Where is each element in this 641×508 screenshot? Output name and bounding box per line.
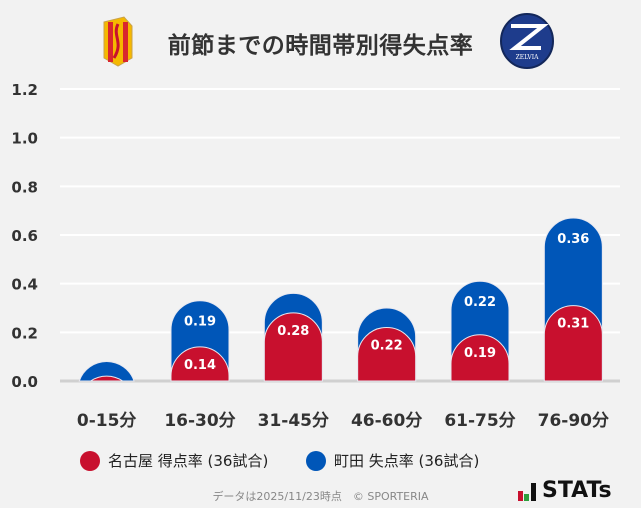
legend-item-machida: 町田 失点率 (36試合) xyxy=(306,450,479,471)
bar-nagoya-scored xyxy=(543,305,603,382)
data-label-nagoya: 0.28 xyxy=(277,324,309,339)
x-tick-label: 76-90分 xyxy=(538,411,609,431)
legend-swatch-blue xyxy=(306,450,326,471)
bar-machida-conceded xyxy=(78,361,135,382)
y-tick-label: 0.2 xyxy=(11,324,38,342)
data-label-nagoya: 0.31 xyxy=(557,317,589,332)
bar-nagoya-scored xyxy=(450,334,510,382)
data-label-nagoya: 0.19 xyxy=(464,346,496,361)
bar-nagoya-scored xyxy=(88,375,125,382)
data-label-machida: 0.19 xyxy=(184,315,216,330)
legend-label: 名古屋 得点率 (36試合) xyxy=(108,452,269,470)
stats-logo-text: STATs xyxy=(542,478,612,503)
data-label-nagoya: 0.14 xyxy=(184,358,216,373)
y-tick-label: 0.6 xyxy=(11,227,38,245)
data-label-machida: 0.36 xyxy=(557,232,589,247)
x-tick-label: 31-45分 xyxy=(258,411,329,431)
y-tick-label: 1.2 xyxy=(11,81,38,99)
y-tick-label: 0.0 xyxy=(11,373,38,391)
legend-label: 町田 失点率 (36試合) xyxy=(334,452,480,470)
x-tick-label: 16-30分 xyxy=(164,411,235,431)
y-tick-label: 0.8 xyxy=(11,178,38,196)
stats-brand: STATs xyxy=(518,478,612,503)
chart-title: 前節までの時間帯別得失点率 xyxy=(167,33,474,59)
footer-note: データは2025/11/23時点 © SPORTERIA xyxy=(212,490,429,503)
bar-nagoya-scored xyxy=(263,312,323,382)
x-tick-label: 46-60分 xyxy=(351,411,422,431)
y-tick-label: 0.4 xyxy=(11,276,38,294)
legend-swatch-red xyxy=(80,450,100,471)
x-tick-label: 0-15分 xyxy=(77,411,137,431)
zelvia-logo: ZELVIA xyxy=(500,13,554,69)
stats-logo-icon xyxy=(518,482,536,501)
svg-text:ZELVIA: ZELVIA xyxy=(516,54,540,61)
data-label-nagoya: 0.22 xyxy=(371,338,403,353)
nagoya-logo xyxy=(103,16,133,67)
bar-nagoya-scored xyxy=(357,327,417,382)
x-tick-label: 61-75分 xyxy=(444,411,515,431)
data-label-machida: 0.22 xyxy=(464,295,496,310)
y-tick-label: 1.0 xyxy=(11,130,38,148)
legend-item-nagoya: 名古屋 得点率 (36試合) xyxy=(80,450,268,471)
bar-nagoya-scored xyxy=(170,346,230,382)
